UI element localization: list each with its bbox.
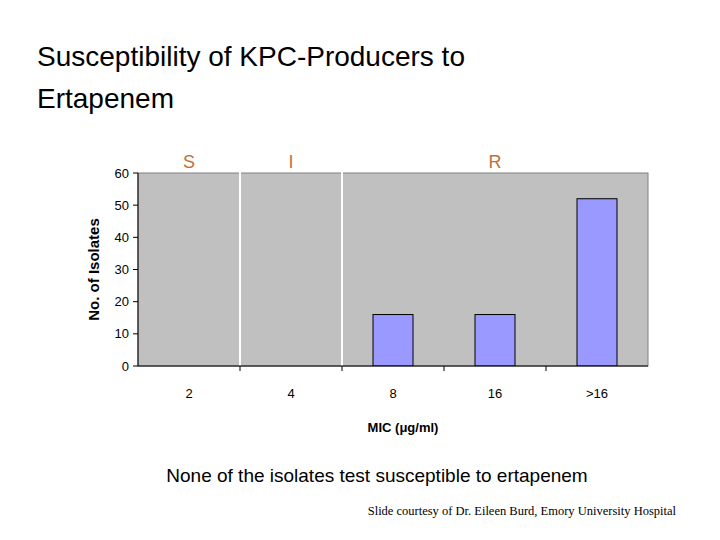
chart: S I R 0 10 20 30 40 50 60 2 4 8 16 >16 MIC (μg/ml) No. o… bbox=[0, 0, 720, 540]
y-tick bbox=[133, 173, 138, 174]
y-tick bbox=[133, 366, 138, 367]
y-tick bbox=[133, 301, 138, 302]
region-label: R bbox=[489, 152, 502, 172]
x-tick bbox=[342, 366, 343, 371]
slide: Susceptibility of KPC-Producers to Ertap… bbox=[0, 0, 720, 540]
bar bbox=[373, 315, 413, 366]
y-tick bbox=[133, 269, 138, 270]
x-tick bbox=[240, 366, 241, 371]
caption: None of the isolates test susceptible to… bbox=[166, 465, 587, 486]
y-tick-label: 10 bbox=[115, 326, 129, 341]
y-tick-label: 50 bbox=[115, 198, 129, 213]
region-divider bbox=[341, 150, 343, 366]
region-divider bbox=[239, 150, 241, 366]
x-axis bbox=[138, 366, 648, 367]
x-tick-label: >16 bbox=[586, 386, 608, 401]
y-tick-label: 40 bbox=[115, 230, 129, 245]
plot-area bbox=[138, 173, 648, 366]
x-tick bbox=[444, 366, 445, 371]
x-axis-label: MIC (μg/ml) bbox=[368, 420, 439, 435]
x-tick-label: 16 bbox=[488, 386, 502, 401]
slide-title: Susceptibility of KPC-Producers to Ertap… bbox=[37, 36, 557, 120]
y-axis-label: No. of Isolates bbox=[85, 218, 102, 321]
region-label: I bbox=[288, 152, 293, 172]
x-tick bbox=[546, 366, 547, 371]
y-tick-label: 30 bbox=[115, 262, 129, 277]
y-tick-label: 60 bbox=[115, 166, 129, 181]
y-tick bbox=[133, 205, 138, 206]
x-tick-label: 4 bbox=[287, 386, 294, 401]
x-tick-label: 8 bbox=[389, 386, 396, 401]
y-tick bbox=[133, 237, 138, 238]
x-tick-label: 2 bbox=[185, 386, 192, 401]
y-tick-label: 0 bbox=[122, 359, 129, 374]
bars bbox=[373, 199, 617, 366]
y-tick-label: 20 bbox=[115, 294, 129, 309]
source: Slide courtesy of Dr. Eileen Burd, Emory… bbox=[368, 504, 677, 518]
bar bbox=[577, 199, 617, 366]
y-tick bbox=[133, 333, 138, 334]
bar bbox=[475, 315, 515, 366]
region-label: S bbox=[183, 152, 195, 172]
